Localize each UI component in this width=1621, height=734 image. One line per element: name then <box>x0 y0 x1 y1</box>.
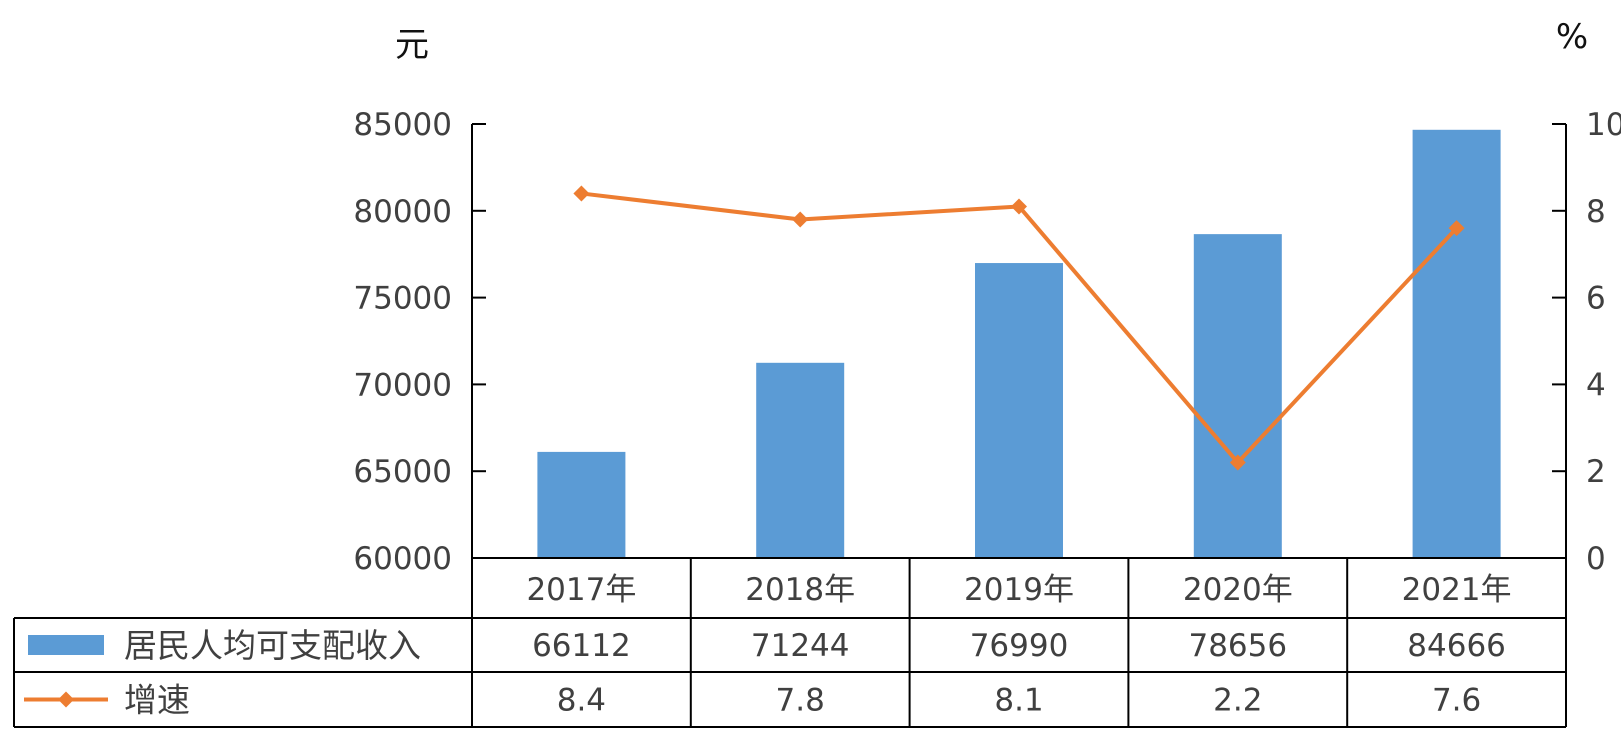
table-cell-value: 7.6 <box>1432 683 1481 719</box>
category-label: 2020年 <box>1183 572 1293 608</box>
income-bar <box>537 451 626 558</box>
right-tick-label: 2 <box>1586 454 1606 490</box>
table-cell-value: 78656 <box>1188 628 1287 664</box>
left-tick-label: 80000 <box>353 194 452 230</box>
axes-and-table <box>471 123 1567 559</box>
table-cell-value: 76990 <box>970 628 1069 664</box>
growth-point-marker <box>1011 198 1027 215</box>
table-cell-value: 8.4 <box>557 683 606 719</box>
income-bar <box>975 263 1063 558</box>
left-tick-label: 70000 <box>353 367 452 403</box>
right-tick-label: 8 <box>1586 194 1606 230</box>
left-tick-label: 60000 <box>353 541 452 577</box>
right-tick-label: 10 <box>1586 107 1621 143</box>
table-cell-value: 71244 <box>751 628 850 664</box>
table-cell-value: 2.2 <box>1213 683 1262 719</box>
legend-key-bar <box>28 635 104 655</box>
growth-point-marker <box>792 211 809 228</box>
legend-key-marker <box>58 691 74 708</box>
income-bar <box>1412 129 1501 559</box>
table-cell-value: 8.1 <box>994 683 1043 719</box>
left-tick-label: 85000 <box>353 107 452 143</box>
growth-point-marker <box>1229 454 1246 471</box>
right-tick-label: 6 <box>1586 281 1606 317</box>
income-bar <box>756 362 845 558</box>
right-axis-unit: % <box>1556 17 1588 57</box>
category-label: 2019年 <box>964 572 1074 608</box>
growth-point-marker <box>1448 220 1465 237</box>
category-label: 2018年 <box>745 572 855 608</box>
table-row-label: 增速 <box>124 681 190 720</box>
left-tick-label: 65000 <box>353 454 452 490</box>
table-cell-value: 84666 <box>1407 628 1506 664</box>
axis-ticks: 60000 65000 70000 75000 80000 85000 0 2 4 6 8 10 <box>353 107 1621 577</box>
right-tick-label: 4 <box>1586 367 1606 403</box>
growth-point-marker <box>573 185 590 202</box>
right-tick-label: 0 <box>1586 541 1606 577</box>
table-cell-value: 7.8 <box>776 683 825 719</box>
table-row-label: 居民人均可支配收入 <box>124 626 421 665</box>
left-tick-label: 75000 <box>353 281 452 317</box>
table-cell-value: 66112 <box>532 628 631 664</box>
income-bars <box>537 129 1501 559</box>
category-label: 2021年 <box>1402 572 1512 608</box>
category-label: 2017年 <box>526 572 636 608</box>
left-axis-unit: 元 <box>395 25 429 65</box>
growth-line <box>573 185 1465 471</box>
income-bar <box>1193 234 1282 558</box>
